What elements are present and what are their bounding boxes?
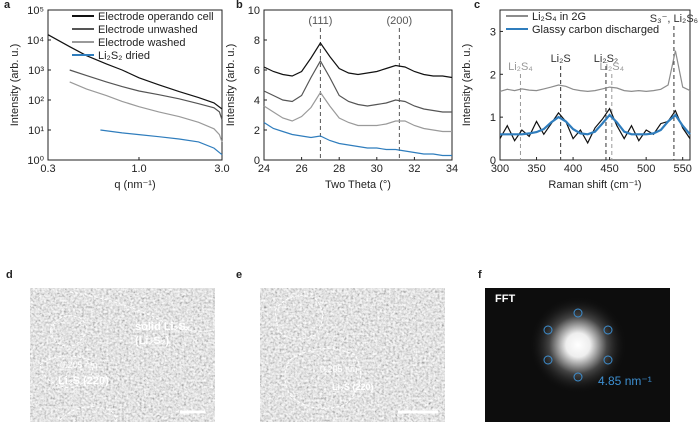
annotation: (Li₂S₂) (135, 335, 170, 347)
tem-image (260, 288, 445, 422)
x-tick-label: 0.3 (40, 163, 55, 175)
y-tick-label: 0 (490, 155, 496, 167)
data-line (47, 34, 223, 110)
y-tick-label: 3 (490, 26, 496, 38)
y-tick-label: 0 (254, 155, 260, 167)
data-line (263, 41, 453, 79)
x-axis-label: q (nm⁻¹) (114, 179, 155, 191)
y-tick-label: 10² (28, 95, 44, 107)
y-tick-label: 10⁰ (27, 155, 44, 167)
data-line (499, 107, 691, 145)
annotation: 0.205 nm (60, 360, 98, 370)
y-tick-label: 1 (490, 112, 496, 124)
plot-frame (47, 9, 223, 161)
reference-label: Li₂S₂ (594, 53, 618, 65)
legend-label: Electrode operando cell (98, 11, 214, 23)
plot-frame (263, 9, 453, 161)
data-line (100, 129, 223, 156)
reference-label: S₃⁻, Li₂S₆ (650, 13, 698, 25)
y-tick-label: 2 (490, 69, 496, 81)
x-tick-label: 450 (600, 163, 618, 175)
reference-label: Li₂S₄ (599, 61, 624, 73)
panel-label: b (236, 0, 243, 11)
y-axis-label: Intensity (arb. u.) (225, 44, 237, 127)
x-tick-label: 350 (527, 163, 545, 175)
y-tick-label: 6 (254, 65, 260, 77)
y-tick-label: 8 (254, 35, 260, 47)
annotation: 0.205 nm (320, 364, 358, 374)
panel-label: a (4, 0, 11, 11)
panel-label: f (478, 269, 482, 281)
annotation: FFT (495, 293, 515, 305)
y-tick-label: 10¹ (28, 125, 44, 137)
reference-label: Li₂S (551, 53, 571, 65)
plot-frame (499, 9, 691, 161)
data-line (69, 81, 223, 143)
x-tick-label: 550 (674, 163, 692, 175)
annotation: solid Li₂Sₓ (135, 321, 191, 333)
x-tick-label: 1.0 (131, 163, 146, 175)
data-line (263, 121, 452, 157)
tem-image (30, 288, 215, 422)
x-axis-label: Two Theta (°) (325, 179, 391, 191)
outline (39, 291, 215, 422)
x-axis-label: Raman shift (cm⁻¹) (548, 179, 641, 191)
y-tick-label: 2 (254, 125, 260, 137)
micrograph-e: e 0.205 nm Li₂S (220) (236, 269, 445, 422)
x-tick-label: 400 (564, 163, 582, 175)
annotation: 4.85 nm⁻¹ (598, 374, 652, 388)
x-tick-label: 24 (258, 163, 270, 175)
panel-label: d (6, 269, 13, 281)
x-tick-label: 3.0 (214, 163, 229, 175)
data-line (69, 69, 223, 120)
outline (274, 295, 362, 409)
legend-label: Electrode washed (98, 37, 185, 49)
x-tick-label: 500 (637, 163, 655, 175)
charts: a 0.3 1.0 3.0 10⁰ 10¹ 10² 10³ 10⁴ 10⁵ q (nm⁻¹) Inte… (4, 0, 698, 191)
legend-label: Glassy carbon discharged (532, 24, 659, 36)
fft-spots (543, 308, 613, 382)
fft-center (530, 297, 626, 393)
panel-label: e (236, 269, 242, 281)
x-tick-label: 32 (408, 163, 420, 175)
x-tick-label: 30 (371, 163, 383, 175)
x-tick-label: 28 (333, 163, 345, 175)
annotation: Li₂S (220) (58, 375, 109, 387)
legend-label: Li₂S₄ in 2G (532, 11, 586, 23)
data-line (263, 59, 452, 113)
y-tick-label: 10³ (28, 65, 44, 77)
annotation: Li₂S (220) (332, 382, 374, 392)
y-tick-label: 4 (254, 95, 260, 107)
y-tick-label: 10⁴ (27, 35, 44, 47)
legend-label: Electrode unwashed (98, 24, 198, 36)
data-line (499, 50, 691, 93)
data-line (500, 113, 691, 136)
data-line (263, 91, 452, 133)
y-axis-label: Intensity (arb. u.) (9, 44, 21, 127)
legend-label: Li₂S₂ dried (98, 50, 150, 62)
reference-label: Li₂S₄ (508, 61, 533, 73)
micrograph-f: f FFT 4.85 nm⁻¹ (478, 269, 670, 422)
y-tick-label: 10 (248, 5, 260, 17)
x-tick-label: 34 (446, 163, 458, 175)
y-tick-label: 10⁵ (27, 5, 44, 17)
y-axis-label: Intensity (arb. u.) (461, 44, 473, 127)
x-tick-label: 300 (491, 163, 509, 175)
panel-label: c (474, 0, 480, 11)
x-tick-label: 26 (295, 163, 307, 175)
micrograph-d: d solid Li₂Sₓ (Li₂S₂) 0.205 nm Li₂S (220… (6, 269, 215, 422)
reference-label: (200) (387, 15, 413, 27)
reference-label: (111) (308, 15, 332, 27)
